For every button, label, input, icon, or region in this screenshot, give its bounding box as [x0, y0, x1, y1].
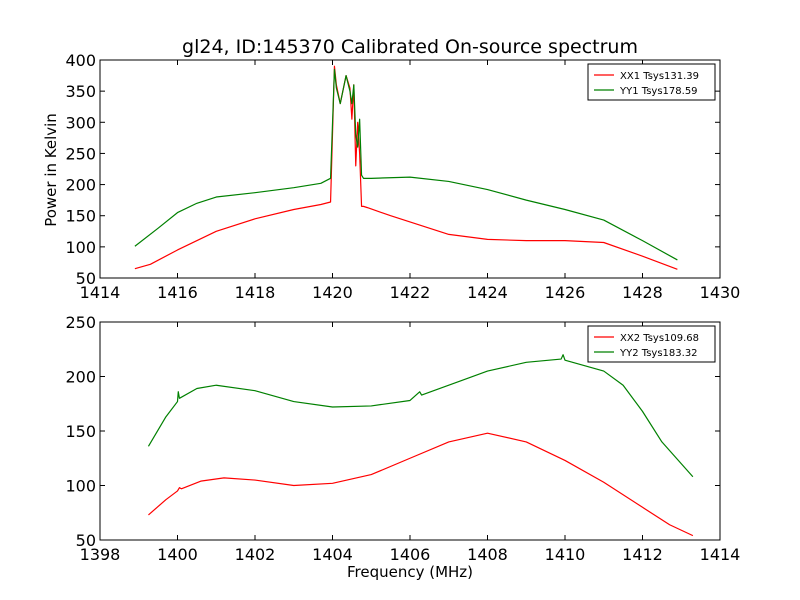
bottom-series-1-line [148, 432, 694, 537]
bottom-ytick-label: 150 [65, 422, 96, 441]
top-xtick-label: 1428 [622, 283, 663, 302]
top-series-1-line [134, 65, 678, 270]
bottom-legend: XX2 Tsys109.68 YY2 Tsys183.32 [587, 325, 716, 363]
top-legend: XX1 Tsys131.39 YY1 Tsys178.59 [587, 63, 716, 101]
top-ytick-label: 250 [65, 144, 96, 163]
bottom-ytick-label: 200 [65, 368, 96, 387]
bottom-ytick-label: 100 [65, 477, 96, 496]
bottom-xtick-label: 1412 [622, 545, 663, 564]
top-ytick-label: 350 [65, 82, 96, 101]
chart-bottom-xlabel: Frequency (MHz) [347, 563, 473, 581]
top-legend-label-2: YY1 Tsys178.59 [619, 86, 698, 97]
bottom-xtick-label: 1400 [157, 545, 198, 564]
chart-top-ylabel: Power in Kelvin [42, 113, 60, 227]
top-xtick-label: 1420 [312, 283, 353, 302]
bottom-xtick-label: 1414 [700, 545, 741, 564]
bottom-xtick-label: 1406 [390, 545, 431, 564]
bottom-legend-box [587, 325, 716, 363]
top-xtick-label: 1414 [80, 283, 121, 302]
top-legend-label-1: XX1 Tsys131.39 [620, 71, 699, 82]
top-xtick-label: 1426 [545, 283, 586, 302]
bottom-xtick-label: 1402 [235, 545, 276, 564]
bottom-xtick-label: 1404 [312, 545, 353, 564]
bottom-series-2-line [147, 354, 694, 478]
top-xtick-label: 1416 [157, 283, 198, 302]
top-xtick-label: 1418 [235, 283, 276, 302]
top-ytick-label: 150 [65, 207, 96, 226]
bottom-ytick-label: 250 [65, 313, 96, 332]
top-xtick-label: 1422 [390, 283, 431, 302]
top-xtick-label: 1424 [467, 283, 508, 302]
bottom-legend-label-1: XX2 Tsys109.68 [620, 333, 699, 344]
bottom-xtick-label: 1408 [467, 545, 508, 564]
top-ytick-label: 100 [65, 238, 96, 257]
top-series-2-line [134, 68, 678, 261]
top-ytick-label: 300 [65, 113, 96, 132]
bottom-xtick-label: 1410 [545, 545, 586, 564]
chart-top-title: gl24, ID:145370 Calibrated On-source spe… [182, 36, 638, 58]
top-ytick-label: 200 [65, 176, 96, 195]
bottom-legend-label-2: YY2 Tsys183.32 [619, 348, 698, 359]
chart-top: gl24, ID:145370 Calibrated On-source spe… [42, 36, 740, 302]
chart-bottom-plot-area: 1398 1400 1402 1404 1406 1408 1410 1412 1414 50 10… [65, 313, 740, 564]
chart-top-plot-area: 1414 1416 1418 1420 1422 1424 1426 1428 1430 50 10… [65, 51, 740, 302]
top-legend-box [587, 63, 716, 101]
chart-bottom: Frequency (MHz) 1398 1400 1402 1404 1406 1408… [65, 313, 740, 581]
bottom-xtick-label: 1398 [80, 545, 121, 564]
top-ytick-label: 400 [65, 51, 96, 70]
top-ytick-label: 50 [76, 269, 96, 288]
bottom-ytick-label: 50 [76, 531, 96, 550]
top-xtick-label: 1430 [700, 283, 741, 302]
